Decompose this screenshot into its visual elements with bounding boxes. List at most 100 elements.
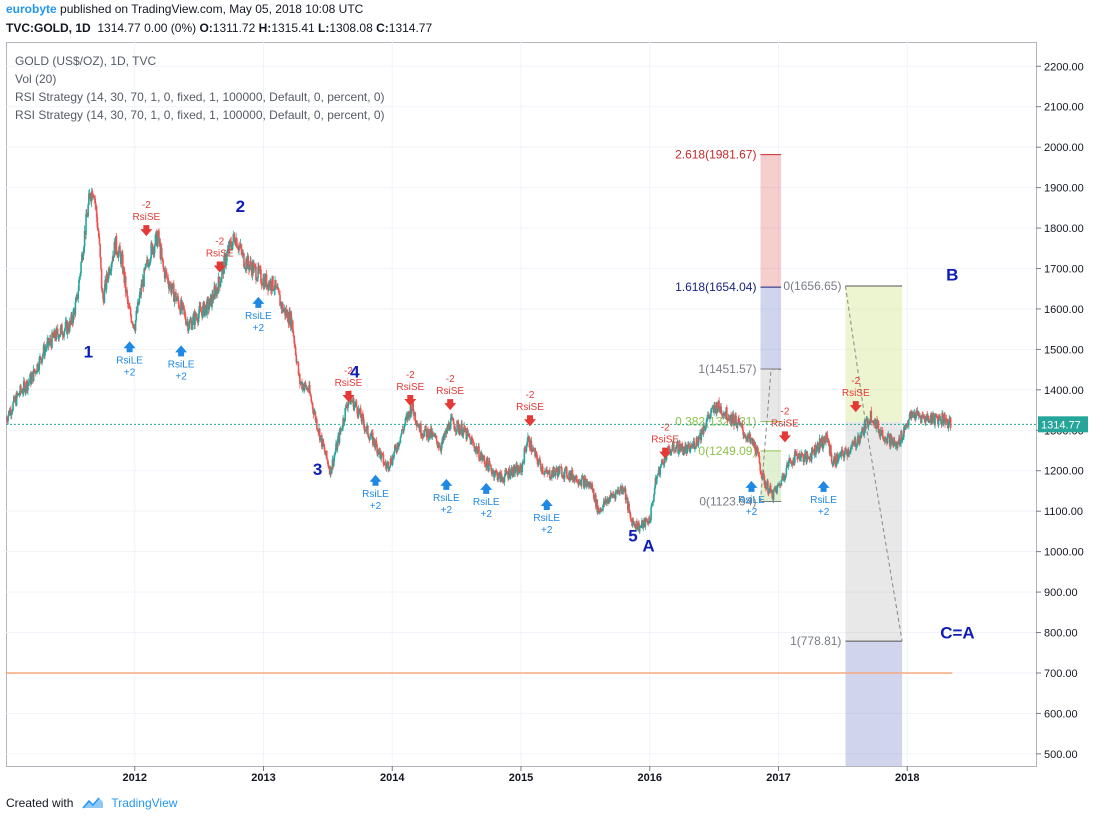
candle-body: [582, 476, 584, 478]
candle-body: [759, 463, 761, 471]
candle-body: [714, 405, 716, 408]
candle-body: [216, 287, 218, 290]
legend-title[interactable]: GOLD (US$/OZ), 1D, TVC: [15, 54, 157, 68]
candle-body: [917, 412, 919, 417]
candle-body: [412, 402, 414, 411]
candle-body: [654, 478, 657, 489]
candle-body: [61, 324, 63, 335]
candle-body: [79, 272, 82, 277]
candle-body: [733, 414, 735, 426]
candle-body: [100, 268, 103, 289]
candle-body: [651, 503, 653, 508]
candle-body: [602, 505, 604, 511]
candle-body: [687, 444, 689, 446]
rsi-long-signal[interactable]: RsiLE+2: [738, 480, 765, 518]
candle-body: [408, 411, 410, 413]
candle-body: [20, 385, 22, 392]
candle-body: [877, 421, 880, 433]
candle-body: [474, 448, 477, 452]
candle-body: [675, 447, 677, 452]
rsi-long-signal[interactable]: RsiLE+2: [533, 499, 560, 536]
rsi-long-signal[interactable]: RsiLE+2: [473, 482, 500, 520]
open-value: 1311.72: [212, 21, 256, 35]
candle-body: [639, 526, 642, 528]
candle-body: [202, 305, 204, 318]
candle-body: [850, 445, 853, 448]
candle-body: [700, 428, 703, 441]
candle-body: [32, 368, 35, 382]
author-link[interactable]: eurobyte: [6, 2, 57, 16]
candle-body: [175, 299, 178, 302]
candle-body: [939, 417, 941, 421]
candle-body: [741, 424, 744, 430]
chart-area[interactable]: 2200.00 2100.00 2000.00 1900.00 1800.00 1700.…: [5, 42, 1090, 788]
price-chart[interactable]: 2200.002100.002000.001900.001800.001700.…: [5, 42, 1090, 788]
candle-body: [694, 446, 697, 449]
candle-body: [350, 399, 353, 402]
rsi-long-signal[interactable]: RsiLE+2: [810, 480, 837, 518]
candle-body: [42, 354, 44, 358]
candle-body: [396, 443, 399, 452]
candle-body: [596, 499, 599, 513]
candle-body: [918, 415, 921, 418]
candle-body: [929, 420, 931, 422]
rsi-long-signal[interactable]: RsiLE+2: [245, 296, 272, 334]
candle-body: [117, 251, 120, 258]
legend-strategy-1[interactable]: RSI Strategy (14, 30, 70, 1, 0, fixed, 1…: [15, 90, 385, 104]
candle-body: [171, 283, 174, 290]
candle-body: [362, 416, 365, 425]
candle-body: [547, 471, 550, 475]
legend-strategy-2[interactable]: RSI Strategy (14, 30, 70, 1, 0, fixed, 1…: [15, 108, 385, 122]
rsi-long-signal[interactable]: RsiLE+2: [116, 341, 143, 378]
legend-volume[interactable]: Vol (20): [15, 72, 57, 86]
candle-body: [673, 450, 676, 452]
candle-body: [219, 281, 222, 287]
candle-body: [591, 484, 594, 491]
candle-body: [791, 464, 794, 466]
tradingview-link[interactable]: TradingView: [111, 796, 178, 810]
candle-body: [515, 466, 517, 472]
candle-body: [677, 441, 679, 454]
candle-body: [128, 305, 131, 309]
rsi-long-signal[interactable]: RsiLE+2: [168, 345, 195, 382]
candle-body: [706, 419, 708, 422]
candle-body: [898, 438, 901, 445]
candle-body: [172, 283, 174, 285]
candle-body: [856, 444, 858, 447]
candle-body: [456, 420, 459, 423]
candle-body: [736, 423, 739, 429]
candle-body: [400, 434, 402, 437]
rsi-long-signal[interactable]: RsiLE+2: [362, 474, 389, 512]
rsi-long-signal[interactable]: RsiLE+2: [433, 478, 460, 516]
signal-label: RsiLE: [116, 355, 143, 366]
candle-body: [509, 475, 511, 478]
candle-body: [206, 298, 208, 315]
candle-body: [814, 444, 817, 455]
candle-body: [610, 493, 613, 495]
candle-body: [260, 282, 263, 286]
candle-body: [549, 470, 551, 479]
candle-body: [48, 342, 50, 346]
candle-body: [566, 476, 569, 479]
candle-body: [124, 276, 127, 293]
candle-body: [505, 469, 507, 471]
close-value: 1314.77: [388, 21, 433, 35]
candle-body: [175, 292, 177, 302]
candle-body: [528, 436, 531, 448]
candle-body: [936, 417, 938, 419]
candle-body: [299, 382, 302, 384]
candle-body: [410, 409, 413, 415]
candle-body: [722, 413, 725, 417]
candle-body: [35, 372, 38, 374]
candle-body: [758, 455, 761, 464]
candle-body: [143, 268, 146, 270]
